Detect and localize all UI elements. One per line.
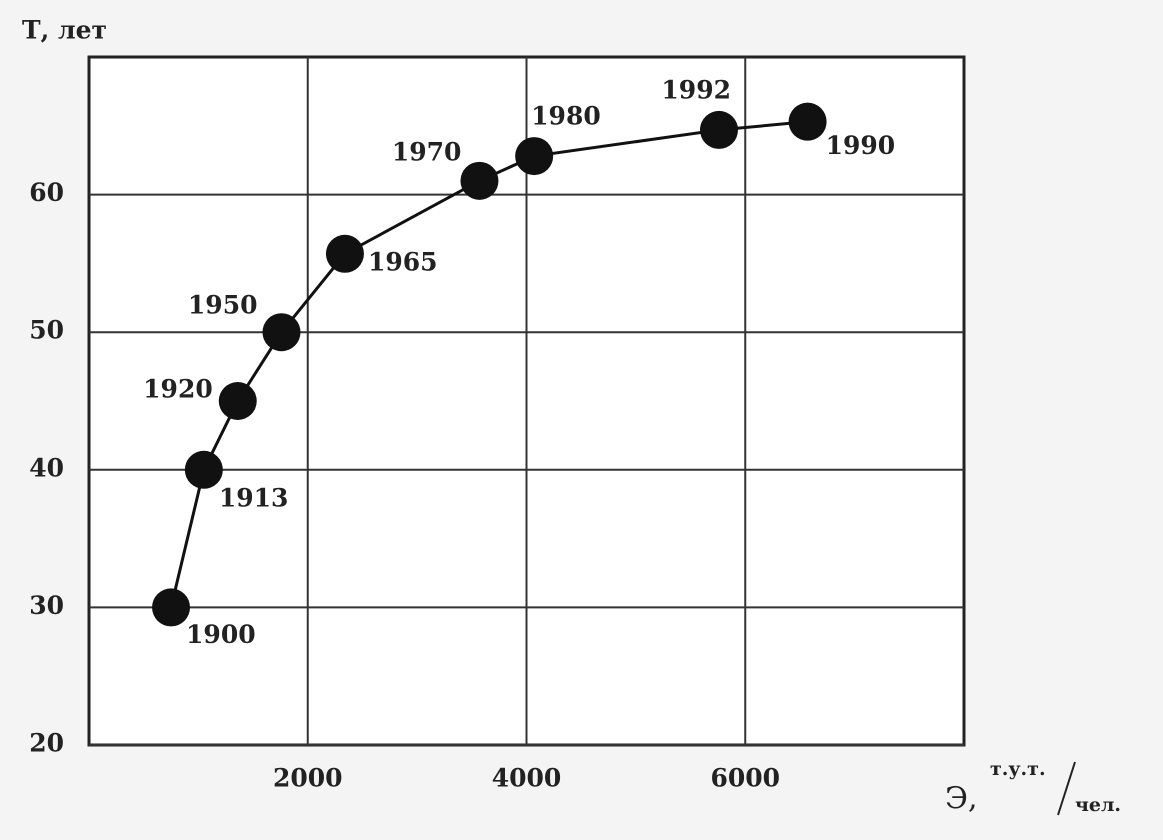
point-label: 1950: [188, 291, 258, 320]
x-axis-label: Э,: [945, 781, 978, 816]
point-label: 1900: [186, 620, 256, 649]
data-point: [152, 588, 191, 627]
point-label: 1980: [531, 102, 601, 131]
point-label: 1990: [826, 131, 896, 160]
y-tick-label: 30: [29, 591, 64, 620]
x-tick-label: 6000: [710, 764, 780, 793]
data-point: [700, 110, 738, 149]
y-tick-label: 50: [29, 316, 64, 345]
data-point: [262, 313, 301, 352]
x-unit-numerator: т.у.т.: [990, 758, 1046, 780]
y-axis-label: Т, лет: [22, 16, 107, 45]
unit-slash: [1057, 761, 1076, 816]
point-label: 1965: [368, 247, 438, 276]
y-tick-label: 60: [29, 178, 64, 207]
data-point: [325, 234, 364, 273]
data-point: [515, 137, 554, 176]
data-point: [218, 382, 257, 420]
data-point: [184, 450, 223, 489]
point-label: 1970: [392, 137, 462, 166]
data-point: [460, 161, 499, 200]
point-label: 1913: [219, 483, 289, 512]
point-label: 1992: [661, 75, 731, 104]
y-tick-label: 40: [29, 453, 64, 482]
y-tick-label: 20: [29, 729, 64, 758]
x-tick-label: 2000: [273, 764, 343, 793]
point-label: 1920: [143, 375, 213, 404]
data-point: [788, 102, 827, 141]
x-tick-label: 4000: [492, 764, 562, 793]
x-unit-denominator: чел.: [1075, 794, 1121, 816]
